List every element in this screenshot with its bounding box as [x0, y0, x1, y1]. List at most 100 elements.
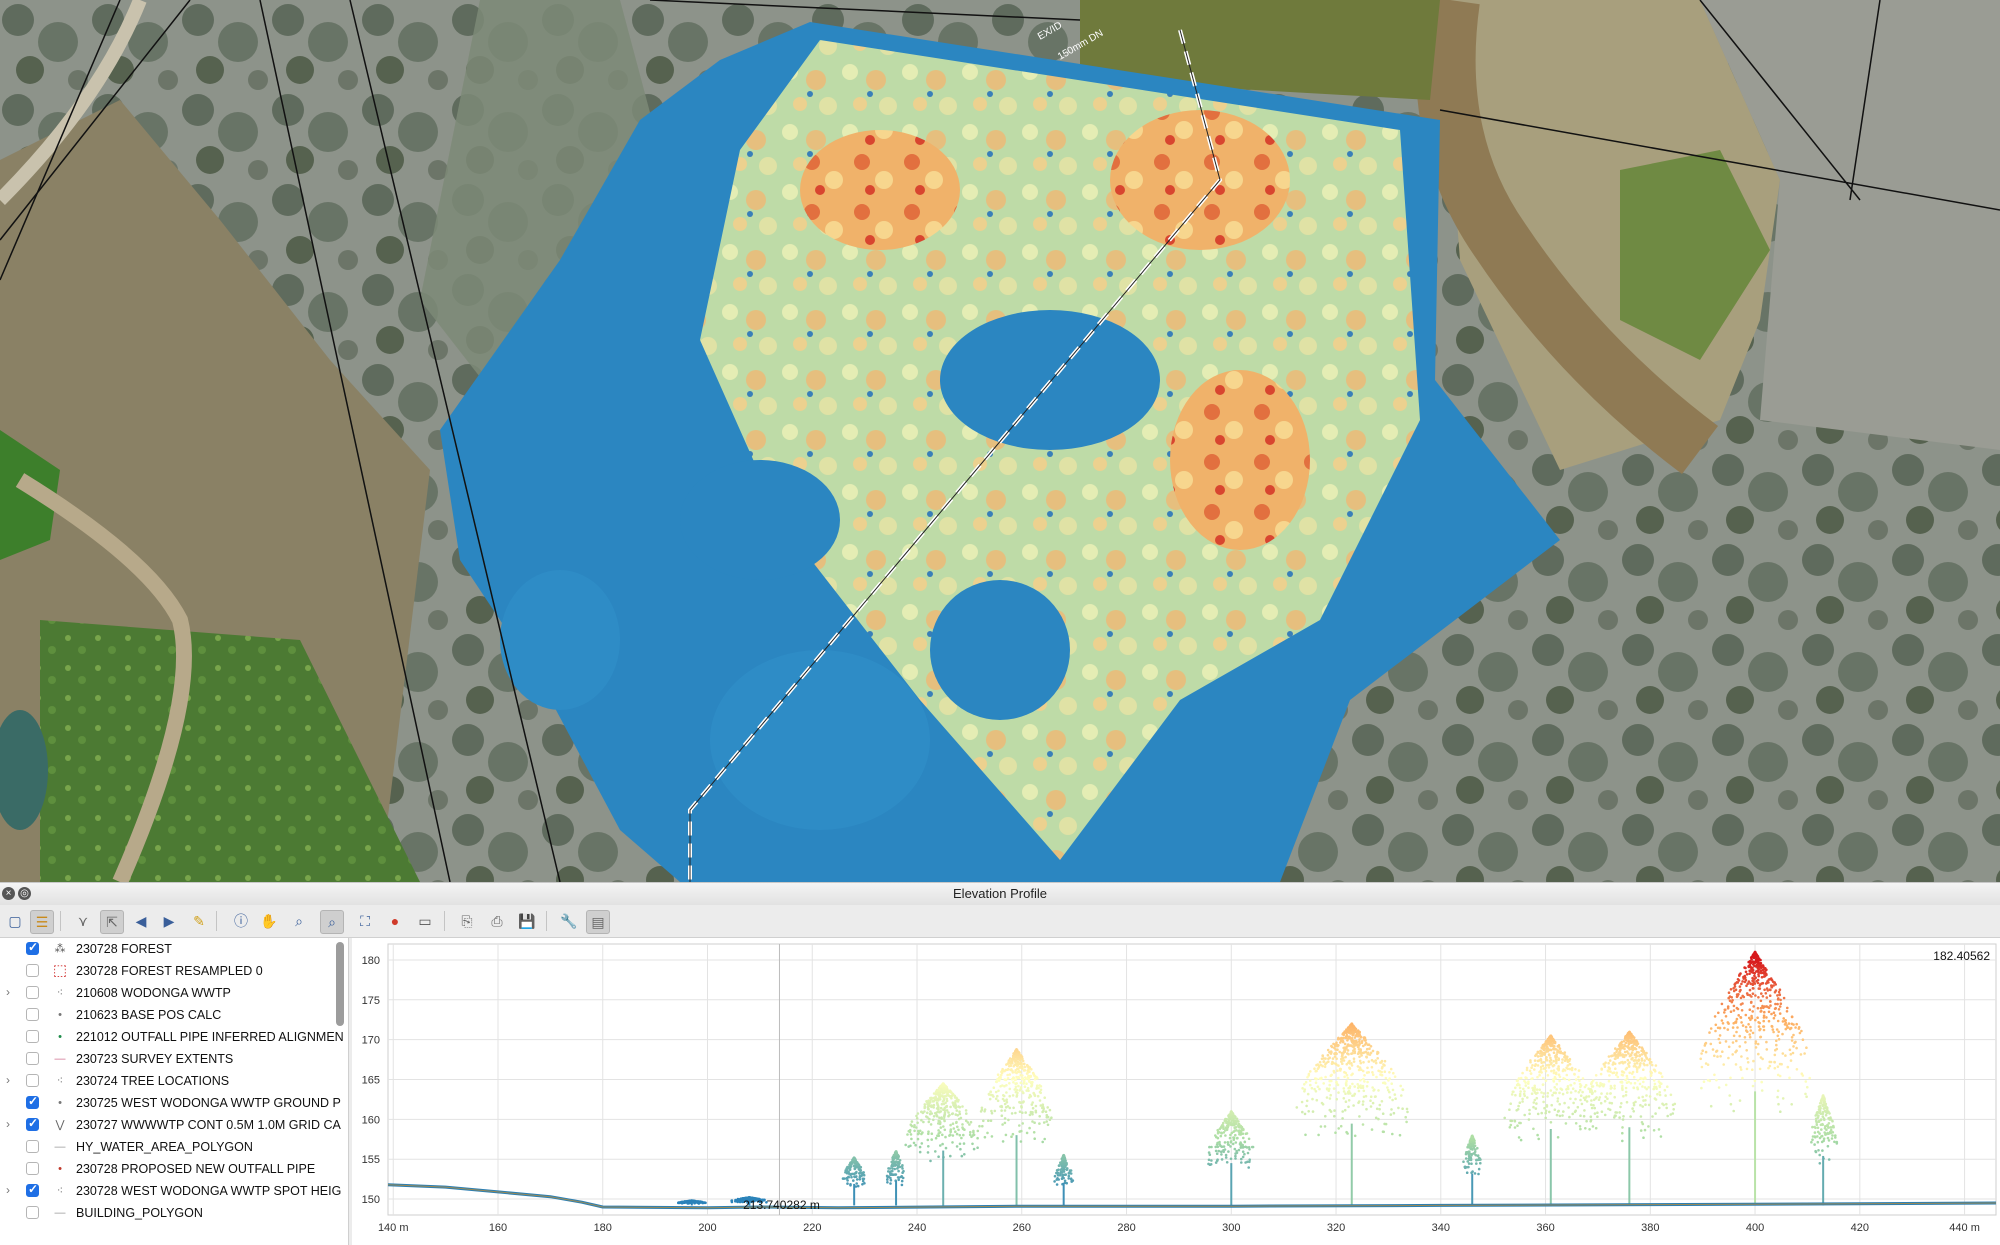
profile-plot[interactable]: 140 m 160 180 200 220 240 260 280 300 320 340 360 38…	[352, 938, 2000, 1245]
expand-icon[interactable]: ›	[6, 1073, 10, 1087]
profile-toolbar: ▢ ☰ ⋎ ⇱ ◀ ▶ ✎ ⓘ ✋ ⌕ ⌕ ⛶ ● ▭ ⎘ ⎙ 💾 🔧 ▤	[0, 905, 2000, 938]
distance-icon[interactable]: ●	[390, 913, 400, 929]
layer-tree-scrollbar[interactable]	[336, 942, 344, 1026]
x-tick-label: 160	[489, 1222, 507, 1234]
tree-point-cluster	[1810, 1094, 1839, 1206]
export-dxf-icon[interactable]: 💾	[518, 913, 536, 929]
pink-line-icon: —	[54, 1053, 66, 1065]
layer-visibility-checkbox[interactable]	[26, 1030, 39, 1043]
y-tick-label: 180	[362, 955, 380, 967]
layer-item[interactable]: › ⁖ 230724 TREE LOCATIONS	[0, 1070, 340, 1092]
x-tick-label: 180	[594, 1222, 612, 1234]
y-tick-label: 175	[362, 995, 380, 1007]
point-group-icon: ⁖	[56, 1185, 64, 1197]
layer-item[interactable]: — BUILDING_POLYGON	[0, 1202, 340, 1224]
panel-titlebar: × ◎ Elevation Profile	[0, 882, 2000, 906]
tree-point-cluster	[1582, 1030, 1677, 1206]
detach-icon[interactable]: ◎	[18, 887, 31, 900]
clear-icon[interactable]: ✎	[193, 913, 205, 929]
layer-tree-icon[interactable]: ☰	[30, 910, 54, 934]
layer-label: BUILDING_POLYGON	[76, 1206, 203, 1220]
x-tick-label: 380	[1641, 1222, 1659, 1234]
layer-item[interactable]: • 221012 OUTFALL PIPE INFERRED ALIGNMEN	[0, 1026, 344, 1048]
add-layers-icon[interactable]: ▢	[8, 913, 22, 929]
x-tick-label: 240	[908, 1222, 926, 1234]
settings-icon[interactable]: 🔧	[560, 913, 578, 929]
panel-title: Elevation Profile	[953, 886, 1047, 901]
zoom-icon[interactable]: ⌕	[295, 913, 303, 929]
layer-item[interactable]: › ⁖ 210608 WODONGA WWTP	[0, 982, 340, 1004]
layer-visibility-checkbox[interactable]	[26, 1008, 39, 1021]
layer-label: 210608 WODONGA WWTP	[76, 986, 231, 1000]
identify-icon[interactable]: ⓘ	[234, 913, 248, 929]
layer-item[interactable]: • 210623 BASE POS CALC	[0, 1004, 340, 1026]
x-tick-label: 340	[1432, 1222, 1450, 1234]
tree-point-cluster	[885, 1150, 905, 1206]
x-tick-label: 440 m	[1949, 1222, 1980, 1234]
capture-curve-icon[interactable]: ⋎	[77, 913, 89, 929]
x-tick-label: 280	[1117, 1222, 1135, 1234]
layer-item[interactable]: › ⋁ 230727 WWWWTP CONT 0.5M 1.0M GRID CA	[0, 1114, 341, 1136]
layer-label: 210623 BASE POS CALC	[76, 1008, 222, 1022]
tree-point-cluster	[1462, 1134, 1482, 1206]
grey-line-icon: —	[54, 1207, 66, 1219]
expand-icon[interactable]: ›	[6, 1117, 10, 1131]
nudge-right-icon[interactable]: ▶	[163, 913, 175, 929]
close-icon[interactable]: ×	[2, 887, 15, 900]
layer-visibility-checkbox[interactable]	[26, 1074, 39, 1087]
layer-visibility-checkbox[interactable]	[26, 1140, 39, 1153]
raster-dashed-icon: ⬚	[52, 962, 68, 979]
grey-line-icon: —	[54, 1141, 66, 1153]
map-canvas[interactable]: EX/ID 150mm DN	[0, 0, 2000, 882]
options-icon[interactable]: ▤	[586, 910, 610, 934]
layer-item[interactable]: › ⁖ 230728 WEST WODONGA WWTP SPOT HEIG	[0, 1180, 341, 1202]
cursor-x-label: 213.740282 m	[743, 1198, 820, 1212]
layer-visibility-checkbox[interactable]	[26, 964, 39, 977]
layer-item[interactable]: ⁂ 230728 FOREST	[0, 938, 340, 960]
layer-item[interactable]: — 230723 SURVEY EXTENTS	[0, 1048, 340, 1070]
tree-point-cluster	[1207, 1110, 1255, 1206]
y-tick-label: 160	[362, 1114, 380, 1126]
layer-visibility-checkbox[interactable]	[26, 986, 39, 999]
x-tick-label: 320	[1327, 1222, 1345, 1234]
expand-icon[interactable]: ›	[6, 1183, 10, 1197]
layer-visibility-checkbox[interactable]	[26, 1162, 39, 1175]
y-tick-label: 155	[362, 1154, 380, 1166]
zoom-x-icon[interactable]: ⌕	[320, 910, 344, 934]
x-tick-label: 420	[1851, 1222, 1869, 1234]
zoom-full-icon[interactable]: ⛶	[360, 913, 370, 929]
layer-item[interactable]: — HY_WATER_AREA_POLYGON	[0, 1136, 340, 1158]
terrain-profile-line	[387, 1184, 1997, 1209]
layer-item[interactable]: ⬚ 230728 FOREST RESAMPLED 0	[0, 960, 340, 982]
x-tick-label: 260	[1013, 1222, 1031, 1234]
x-tick-label: 140 m	[378, 1222, 409, 1234]
layer-label: 230724 TREE LOCATIONS	[76, 1074, 230, 1088]
ruler-icon[interactable]: ▭	[418, 913, 432, 929]
layer-visibility-checkbox[interactable]	[26, 1094, 39, 1109]
x-tick-label: 200	[698, 1222, 716, 1234]
expand-icon[interactable]: ›	[6, 985, 10, 999]
layer-visibility-checkbox[interactable]	[26, 1052, 39, 1065]
layer-visibility-checkbox[interactable]	[26, 1116, 39, 1131]
x-tick-label: 220	[803, 1222, 821, 1234]
cursor-y-label: 182.40562	[1933, 949, 1990, 963]
layer-visibility-checkbox[interactable]	[26, 1182, 39, 1197]
export-pdf-icon[interactable]: ⎘	[461, 913, 473, 929]
layer-label: HY_WATER_AREA_POLYGON	[76, 1140, 253, 1154]
contour-icon: ⋁	[55, 1119, 65, 1131]
layer-visibility-checkbox[interactable]	[26, 940, 39, 955]
layer-visibility-checkbox[interactable]	[26, 1206, 39, 1219]
pointcloud-icon: ⁂	[54, 943, 66, 955]
layer-item[interactable]: • 230728 PROPOSED NEW OUTFALL PIPE	[0, 1158, 340, 1180]
tree-point-cluster	[978, 1048, 1053, 1206]
y-tick-label: 150	[362, 1194, 380, 1206]
nudge-left-icon[interactable]: ◀	[135, 913, 147, 929]
green-point-icon: •	[58, 1031, 62, 1043]
elevation-profile-chart[interactable]: 140 m 160 180 200 220 240 260 280 300 320 340 360 38…	[352, 938, 2000, 1245]
export-image-icon[interactable]: ⎙	[491, 913, 503, 929]
capture-from-feature-icon[interactable]: ⇱	[100, 910, 124, 934]
tree-point-cluster	[1503, 1034, 1599, 1206]
layer-tree: ⁂ 230728 FOREST ⬚ 230728 FOREST RESAMPLED 0…	[0, 938, 349, 1245]
pan-icon[interactable]: ✋	[260, 913, 278, 929]
layer-item[interactable]: • 230725 WEST WODONGA WWTP GROUND P	[0, 1092, 341, 1114]
